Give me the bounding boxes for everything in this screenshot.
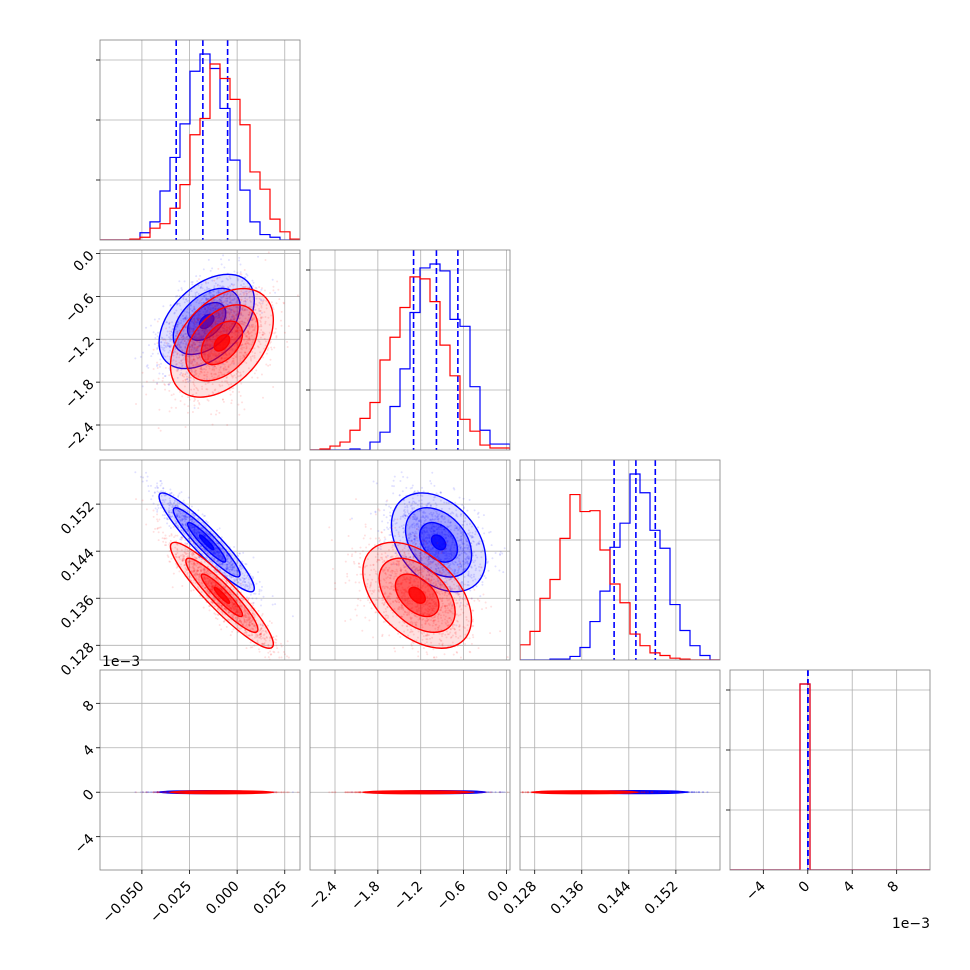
x-tick-label: 4 bbox=[840, 878, 858, 896]
y-tick-label: 0.144 bbox=[58, 545, 98, 585]
panel-frame bbox=[99, 669, 301, 871]
x-scale-label: 1e−3 bbox=[892, 916, 930, 932]
scatter-blue bbox=[134, 254, 277, 410]
y-tick-label: −4 bbox=[72, 831, 98, 857]
panel-frame bbox=[99, 249, 301, 451]
x-tick-label: −0.025 bbox=[147, 878, 195, 926]
x-tick-label: 8 bbox=[885, 878, 903, 896]
x-tick-label: 0.144 bbox=[595, 878, 635, 918]
x-tick-label: 0.152 bbox=[642, 878, 682, 918]
panel-3-2 bbox=[519, 669, 721, 871]
panel-frame bbox=[309, 669, 511, 871]
x-tick-label: −4 bbox=[743, 878, 769, 904]
panel-frame bbox=[519, 669, 721, 871]
y-tick-label: 0 bbox=[80, 787, 98, 805]
panel-frame bbox=[729, 669, 931, 871]
x-tick-label: 0 bbox=[796, 878, 814, 896]
y-tick-label: 0.136 bbox=[58, 593, 98, 633]
histogram-blue bbox=[520, 473, 720, 660]
contour bbox=[213, 586, 231, 604]
panel-2-0 bbox=[99, 459, 301, 661]
contours-red bbox=[362, 790, 473, 795]
x-tick-label: −0.050 bbox=[100, 878, 148, 926]
contour bbox=[198, 534, 215, 551]
x-tick-label: 0.136 bbox=[548, 878, 588, 918]
panel-2-2 bbox=[519, 459, 721, 661]
contours-red bbox=[531, 790, 639, 795]
y-tick-label: −1.2 bbox=[62, 334, 97, 369]
contours-blue bbox=[390, 492, 487, 593]
contour bbox=[213, 334, 231, 352]
contour bbox=[198, 313, 215, 330]
panel-1-1 bbox=[309, 249, 511, 451]
histogram-red bbox=[520, 493, 720, 660]
histogram-red bbox=[310, 276, 510, 450]
contour bbox=[430, 534, 447, 551]
x-tick-label: −1.2 bbox=[391, 878, 426, 913]
x-tick-label: −2.4 bbox=[305, 878, 340, 913]
panel-3-0 bbox=[99, 669, 301, 871]
panel-1-0 bbox=[99, 249, 301, 451]
x-tick-label: 0.025 bbox=[251, 878, 291, 918]
y-scale-label: 1e−3 bbox=[102, 654, 140, 670]
panel-frame bbox=[519, 459, 721, 661]
x-tick-label: −0.6 bbox=[434, 878, 469, 913]
panel-3-3 bbox=[729, 669, 931, 871]
y-tick-label: −2.4 bbox=[62, 419, 97, 454]
histogram-red bbox=[100, 63, 300, 240]
panel-frame bbox=[99, 39, 301, 241]
panel-frame bbox=[99, 459, 301, 661]
scatter-blue bbox=[350, 471, 506, 627]
x-tick-label: −1.8 bbox=[348, 878, 383, 913]
panel-0-0 bbox=[99, 39, 301, 241]
panel-2-1 bbox=[309, 459, 511, 661]
histogram-blue bbox=[100, 53, 300, 240]
y-tick-label: 0.0 bbox=[71, 248, 98, 275]
contours-blue bbox=[158, 492, 255, 593]
y-tick-label: 4 bbox=[80, 742, 98, 760]
histogram-red bbox=[730, 683, 930, 870]
panel-frame bbox=[309, 249, 511, 451]
contours-red bbox=[362, 541, 473, 649]
y-tick-label: 8 bbox=[80, 698, 98, 716]
panel-3-1 bbox=[309, 669, 511, 871]
panel-frame bbox=[309, 459, 511, 661]
contours-red bbox=[169, 790, 275, 795]
histogram-blue bbox=[730, 683, 930, 870]
contour bbox=[408, 586, 426, 604]
y-tick-label: 0.128 bbox=[58, 640, 98, 680]
y-tick-label: −1.8 bbox=[62, 376, 97, 411]
histogram-blue bbox=[310, 263, 510, 450]
y-tick-label: −0.6 bbox=[62, 291, 97, 326]
y-tick-label: 0.152 bbox=[58, 498, 98, 538]
contours-red bbox=[169, 287, 275, 398]
x-tick-label: 0.000 bbox=[203, 878, 243, 918]
contours-red bbox=[169, 541, 275, 649]
